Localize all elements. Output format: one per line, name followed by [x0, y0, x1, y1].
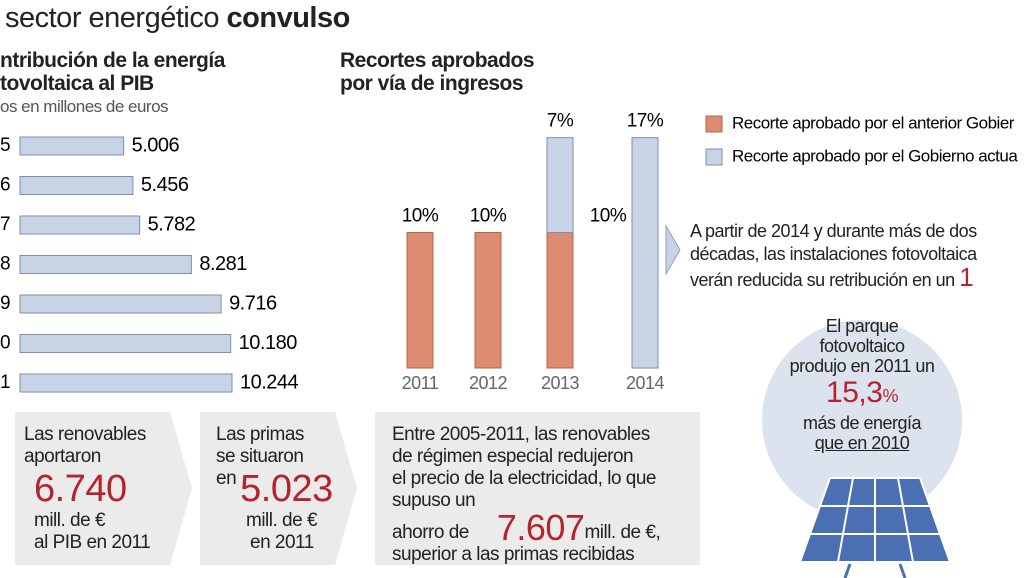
- value-label: 10%: [590, 206, 627, 227]
- chart-title: por vía de ingresos: [340, 72, 524, 95]
- bar: [19, 294, 222, 314]
- circle-bg: [762, 320, 962, 520]
- box: Las renovables aportaron 6.740 mill. de …: [24, 424, 151, 554]
- circle-text: El parque fotovoltaico produjo en 2011 u…: [762, 316, 962, 453]
- y-tick-label: 1: [0, 372, 10, 393]
- box-line: mill. de €,: [584, 522, 661, 543]
- box-line: Entre 2005-2011, las renovables: [392, 424, 650, 445]
- bar: [19, 176, 134, 195]
- box-line: superior a las primas recibidas: [392, 544, 635, 565]
- box-line: supuso un: [392, 490, 476, 511]
- box-line: al PIB en 2011: [34, 532, 151, 553]
- circle-unit: %: [882, 386, 898, 406]
- box-line: el precio de la electricidad, lo que: [392, 468, 657, 489]
- chart-title: Recortes aprobados: [340, 49, 535, 72]
- value-label: 10.244: [240, 371, 299, 393]
- note: A partir de 2014 y durante más de dos dé…: [690, 220, 977, 292]
- chart-subtitle: os en millones de euros: [0, 97, 169, 116]
- circle-line: produjo en 2011 un: [789, 356, 935, 376]
- box-line: aportaron: [24, 446, 101, 467]
- x-tick-label: 2011: [402, 373, 439, 393]
- box-line: en: [216, 468, 237, 489]
- value-label: 9.716: [229, 292, 277, 314]
- circle-line: fotovoltaico: [819, 336, 905, 356]
- box-bg: [200, 412, 357, 565]
- value-label: 10%: [402, 206, 439, 227]
- y-tick-label: 7: [0, 214, 10, 235]
- circle-number: 15,3: [826, 376, 883, 409]
- chart-title: ntribución de la energía: [0, 49, 225, 72]
- box-number: 6.740: [34, 468, 127, 510]
- bar: [19, 373, 233, 393]
- box-line: mill. de €: [34, 510, 106, 531]
- bar: [19, 334, 232, 353]
- title-text: sector energético: [5, 2, 219, 34]
- box-bg: [375, 412, 700, 565]
- bar: [19, 136, 125, 156]
- circle-line: más de energía: [802, 413, 922, 433]
- value-label: 5.006: [132, 134, 180, 156]
- bar-segment: [406, 232, 434, 369]
- y-tick-label: 8: [0, 254, 10, 275]
- x-tick-label: 2014: [626, 373, 665, 393]
- box-number: 5.023: [240, 468, 333, 510]
- panel-leg: [843, 563, 852, 578]
- box-line: Las renovables: [24, 424, 146, 445]
- value-label: 10%: [470, 206, 507, 227]
- value-label: 8.281: [199, 253, 247, 275]
- bar-segment: [546, 232, 574, 369]
- circle-line: El parque: [825, 316, 899, 336]
- title-bold: convulso: [226, 2, 351, 34]
- note-number: 1: [959, 262, 974, 292]
- value-label: 17%: [627, 111, 664, 132]
- box-line: ahorro de: [392, 522, 469, 543]
- note-line: décadas, las instalaciones fotovoltaica: [690, 244, 977, 264]
- legend-swatch: [705, 115, 723, 133]
- bar: [19, 255, 192, 274]
- value-label: 10.180: [239, 332, 298, 354]
- bar-segment: [546, 137, 574, 233]
- value-label: 7%: [547, 111, 574, 132]
- box: Entre 2005-2011, las renovables de régim…: [392, 424, 661, 566]
- box-line: mill. de €: [246, 510, 318, 531]
- box-bg: [15, 412, 192, 565]
- title: sector energético convulso: [5, 4, 350, 33]
- box-line: Las primas: [216, 424, 304, 445]
- chart-title: tovoltaica al PIB: [0, 72, 154, 95]
- box-line: en 2011: [250, 532, 314, 553]
- legend-label: Recorte aprobado por el anterior Gobier: [732, 113, 1015, 132]
- note-line: verán reducida su retribución en un: [690, 270, 955, 290]
- y-tick-label: 0: [0, 333, 10, 354]
- bar-segment: [631, 137, 659, 369]
- x-tick-label: 2013: [541, 373, 580, 393]
- y-tick-label: 5: [0, 135, 10, 156]
- value-label: 5.456: [141, 174, 189, 196]
- circle-line: que en 2010: [814, 433, 910, 453]
- box-line: de régimen especial redujeron: [392, 446, 634, 467]
- panel-leg: [898, 563, 907, 578]
- y-tick-label: 6: [0, 175, 10, 196]
- value-label: 5.782: [148, 213, 196, 235]
- arrow: [665, 224, 681, 276]
- x-tick-label: 2012: [469, 373, 508, 393]
- note-line: A partir de 2014 y durante más de dos: [690, 221, 977, 241]
- legend-label: Recorte aprobado por el Gobierno actua: [732, 146, 1018, 165]
- box-number: 7.607: [496, 507, 585, 548]
- box: Las primas se situaron en 5.023 mill. de …: [216, 424, 333, 554]
- bar-segment: [474, 232, 502, 369]
- bar: [19, 215, 141, 235]
- box-line: se situaron: [216, 446, 304, 467]
- solar-panel: [798, 477, 952, 563]
- legend-swatch: [705, 148, 723, 166]
- y-tick-label: 9: [0, 293, 10, 314]
